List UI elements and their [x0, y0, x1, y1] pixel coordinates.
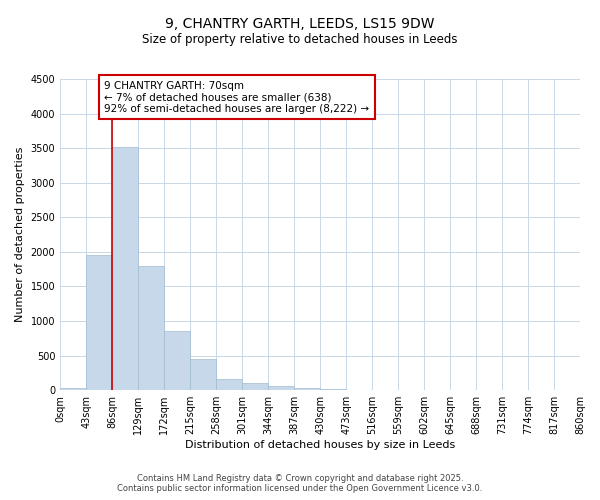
Text: Contains HM Land Registry data © Crown copyright and database right 2025.: Contains HM Land Registry data © Crown c…: [137, 474, 463, 483]
Bar: [60, 388, 86, 390]
Text: Size of property relative to detached houses in Leeds: Size of property relative to detached ho…: [142, 32, 458, 46]
Bar: [190, 359, 216, 390]
Bar: [268, 386, 294, 390]
Y-axis label: Number of detached properties: Number of detached properties: [15, 147, 25, 322]
Bar: [138, 266, 164, 390]
Bar: [242, 384, 268, 390]
Bar: [112, 147, 138, 390]
X-axis label: Distribution of detached houses by size in Leeds: Distribution of detached houses by size …: [185, 440, 455, 450]
Bar: [320, 389, 346, 390]
Text: 9 CHANTRY GARTH: 70sqm
← 7% of detached houses are smaller (638)
92% of semi-det: 9 CHANTRY GARTH: 70sqm ← 7% of detached …: [104, 80, 370, 114]
Text: Contains public sector information licensed under the Open Government Licence v3: Contains public sector information licen…: [118, 484, 482, 493]
Bar: [294, 388, 320, 390]
Text: 9, CHANTRY GARTH, LEEDS, LS15 9DW: 9, CHANTRY GARTH, LEEDS, LS15 9DW: [165, 18, 435, 32]
Bar: [86, 256, 112, 390]
Bar: [216, 379, 242, 390]
Bar: [164, 330, 190, 390]
